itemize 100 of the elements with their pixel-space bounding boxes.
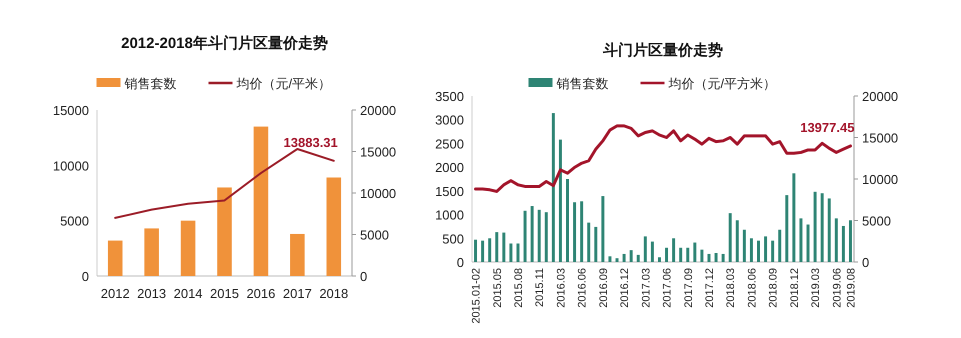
x-tick-label: 2016 [246, 286, 276, 301]
x-tick-label: 2015.11 [534, 268, 546, 307]
bar [658, 257, 661, 262]
x-tick-label: 2017.03 [640, 268, 652, 308]
bar [630, 250, 633, 262]
bar [524, 210, 527, 262]
x-tick-label: 2016.12 [619, 268, 632, 308]
x-tick-label: 2015.05 [492, 268, 504, 308]
bar [580, 201, 584, 262]
bar [700, 250, 704, 262]
y-tick-label: 2000 [435, 160, 464, 176]
bar [616, 258, 619, 262]
bar [502, 232, 506, 262]
bar [771, 240, 774, 262]
x-tick-label: 2014 [174, 286, 203, 301]
bar [792, 173, 796, 262]
chart-title: 2012-2018年斗门片区量价走势 [121, 34, 328, 52]
bar [254, 126, 268, 276]
bar [474, 240, 478, 262]
bar [326, 178, 342, 276]
x-tick-label: 2018.12 [788, 268, 801, 308]
x-tick-label: 2017.12 [704, 268, 716, 308]
bar [778, 230, 782, 262]
bar [764, 236, 768, 262]
bar [679, 248, 682, 262]
x-tick-label: 2017 [282, 286, 312, 301]
y2-tick-label: 10000 [360, 186, 396, 201]
bar [814, 192, 817, 262]
y-tick-label: 3000 [435, 112, 464, 128]
chart-title: 斗门片区量价走势 [602, 41, 723, 59]
bar [806, 224, 810, 262]
legend-label: 均价（元/平米） [236, 76, 332, 91]
x-tick-label: 2015.08 [512, 268, 525, 308]
x-tick-label: 2012 [100, 286, 130, 301]
x-tick-label: 2016.03 [555, 268, 568, 308]
bar [594, 226, 598, 262]
bar [622, 254, 626, 262]
bar [820, 193, 824, 262]
bar [742, 230, 746, 262]
y-tick-label: 3500 [435, 89, 464, 104]
y-tick-label: 1500 [435, 184, 464, 199]
legend-label: 均价（元/平方米） [668, 76, 776, 91]
bar [665, 248, 668, 262]
y-tick-label: 10000 [52, 158, 89, 174]
y2-tick-label: 0 [862, 255, 870, 270]
bar [552, 113, 555, 262]
bar [848, 220, 852, 262]
bar [217, 187, 232, 276]
y2-tick-label: 5000 [862, 214, 891, 228]
y-tick-label: 15000 [52, 103, 89, 118]
bar [587, 222, 590, 262]
y2-tick-label: 0 [360, 269, 368, 284]
y2-tick-label: 20000 [360, 103, 396, 118]
y-tick-label: 0 [456, 255, 464, 270]
bar [530, 206, 534, 262]
y-tick-label: 0 [82, 269, 89, 284]
line-series [474, 124, 852, 193]
bar [736, 220, 739, 262]
legend-label: 销售套数 [556, 76, 608, 91]
bar [750, 238, 753, 262]
y2-tick-label: 15000 [862, 130, 898, 146]
bar [722, 254, 725, 262]
bar [290, 234, 305, 276]
bar [644, 236, 647, 262]
x-tick-label: 2018.06 [746, 268, 758, 308]
bar [573, 202, 576, 262]
y2-tick-label: 20000 [862, 89, 898, 104]
bar [144, 228, 159, 276]
bar [608, 256, 612, 262]
x-tick-label: 2016.06 [576, 268, 589, 308]
bar [481, 240, 484, 262]
x-tick-label: 2019.08 [845, 268, 858, 308]
x-tick-label: 2018.03 [725, 268, 738, 308]
x-tick-label: 2017.06 [662, 268, 674, 308]
bar [842, 226, 845, 262]
x-tick-label: 2019.03 [810, 268, 822, 308]
x-tick-label: 2016.09 [598, 268, 610, 308]
bar [693, 242, 696, 262]
y-tick-label: 5000 [60, 214, 89, 229]
bar [516, 244, 520, 262]
bar [509, 244, 512, 262]
x-tick-label: 2018.09 [768, 268, 780, 308]
annotation: 13883.31 [284, 134, 338, 150]
bar [834, 218, 838, 262]
bar [785, 195, 788, 262]
x-tick-label: 2013 [137, 286, 166, 301]
bar [601, 196, 604, 262]
bar [728, 213, 732, 262]
x-tick-label: 2017.09 [682, 268, 695, 308]
bar [757, 240, 760, 262]
annotation: 13977.45 [800, 120, 854, 135]
y2-tick-label: 5000 [360, 228, 389, 242]
bar [650, 242, 654, 262]
bar [714, 252, 718, 262]
bar [538, 210, 541, 262]
line-series [114, 148, 335, 219]
y-tick-label: 2500 [435, 136, 464, 152]
bar [488, 238, 492, 262]
bar [544, 212, 548, 262]
x-tick-label: 2015.01-02 [470, 268, 483, 324]
